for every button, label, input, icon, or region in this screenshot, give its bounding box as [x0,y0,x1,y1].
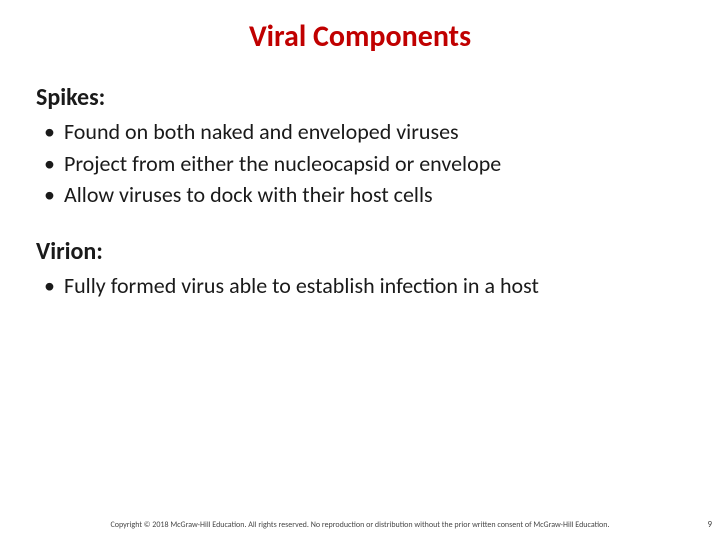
list-item: Found on both naked and enveloped viruse… [36,118,684,146]
slide-title: Viral Components [36,18,684,55]
copyright-footer: Copyright © 2018 McGraw-Hill Education. … [0,520,720,530]
list-item: Fully formed virus able to establish inf… [36,272,684,300]
bullet-list-spikes: Found on both naked and enveloped viruse… [36,118,684,209]
page-number: 9 [707,519,712,530]
section-virion: Virion: Fully formed virus able to estab… [36,237,684,300]
bullet-list-virion: Fully formed virus able to establish inf… [36,272,684,300]
section-heading-spikes: Spikes: [36,83,684,112]
section-heading-virion: Virion: [36,237,684,266]
slide: Viral Components Spikes: Found on both n… [0,0,720,540]
list-item: Allow viruses to dock with their host ce… [36,181,684,209]
section-spikes: Spikes: Found on both naked and envelope… [36,83,684,209]
list-item: Project from either the nucleocapsid or … [36,150,684,178]
